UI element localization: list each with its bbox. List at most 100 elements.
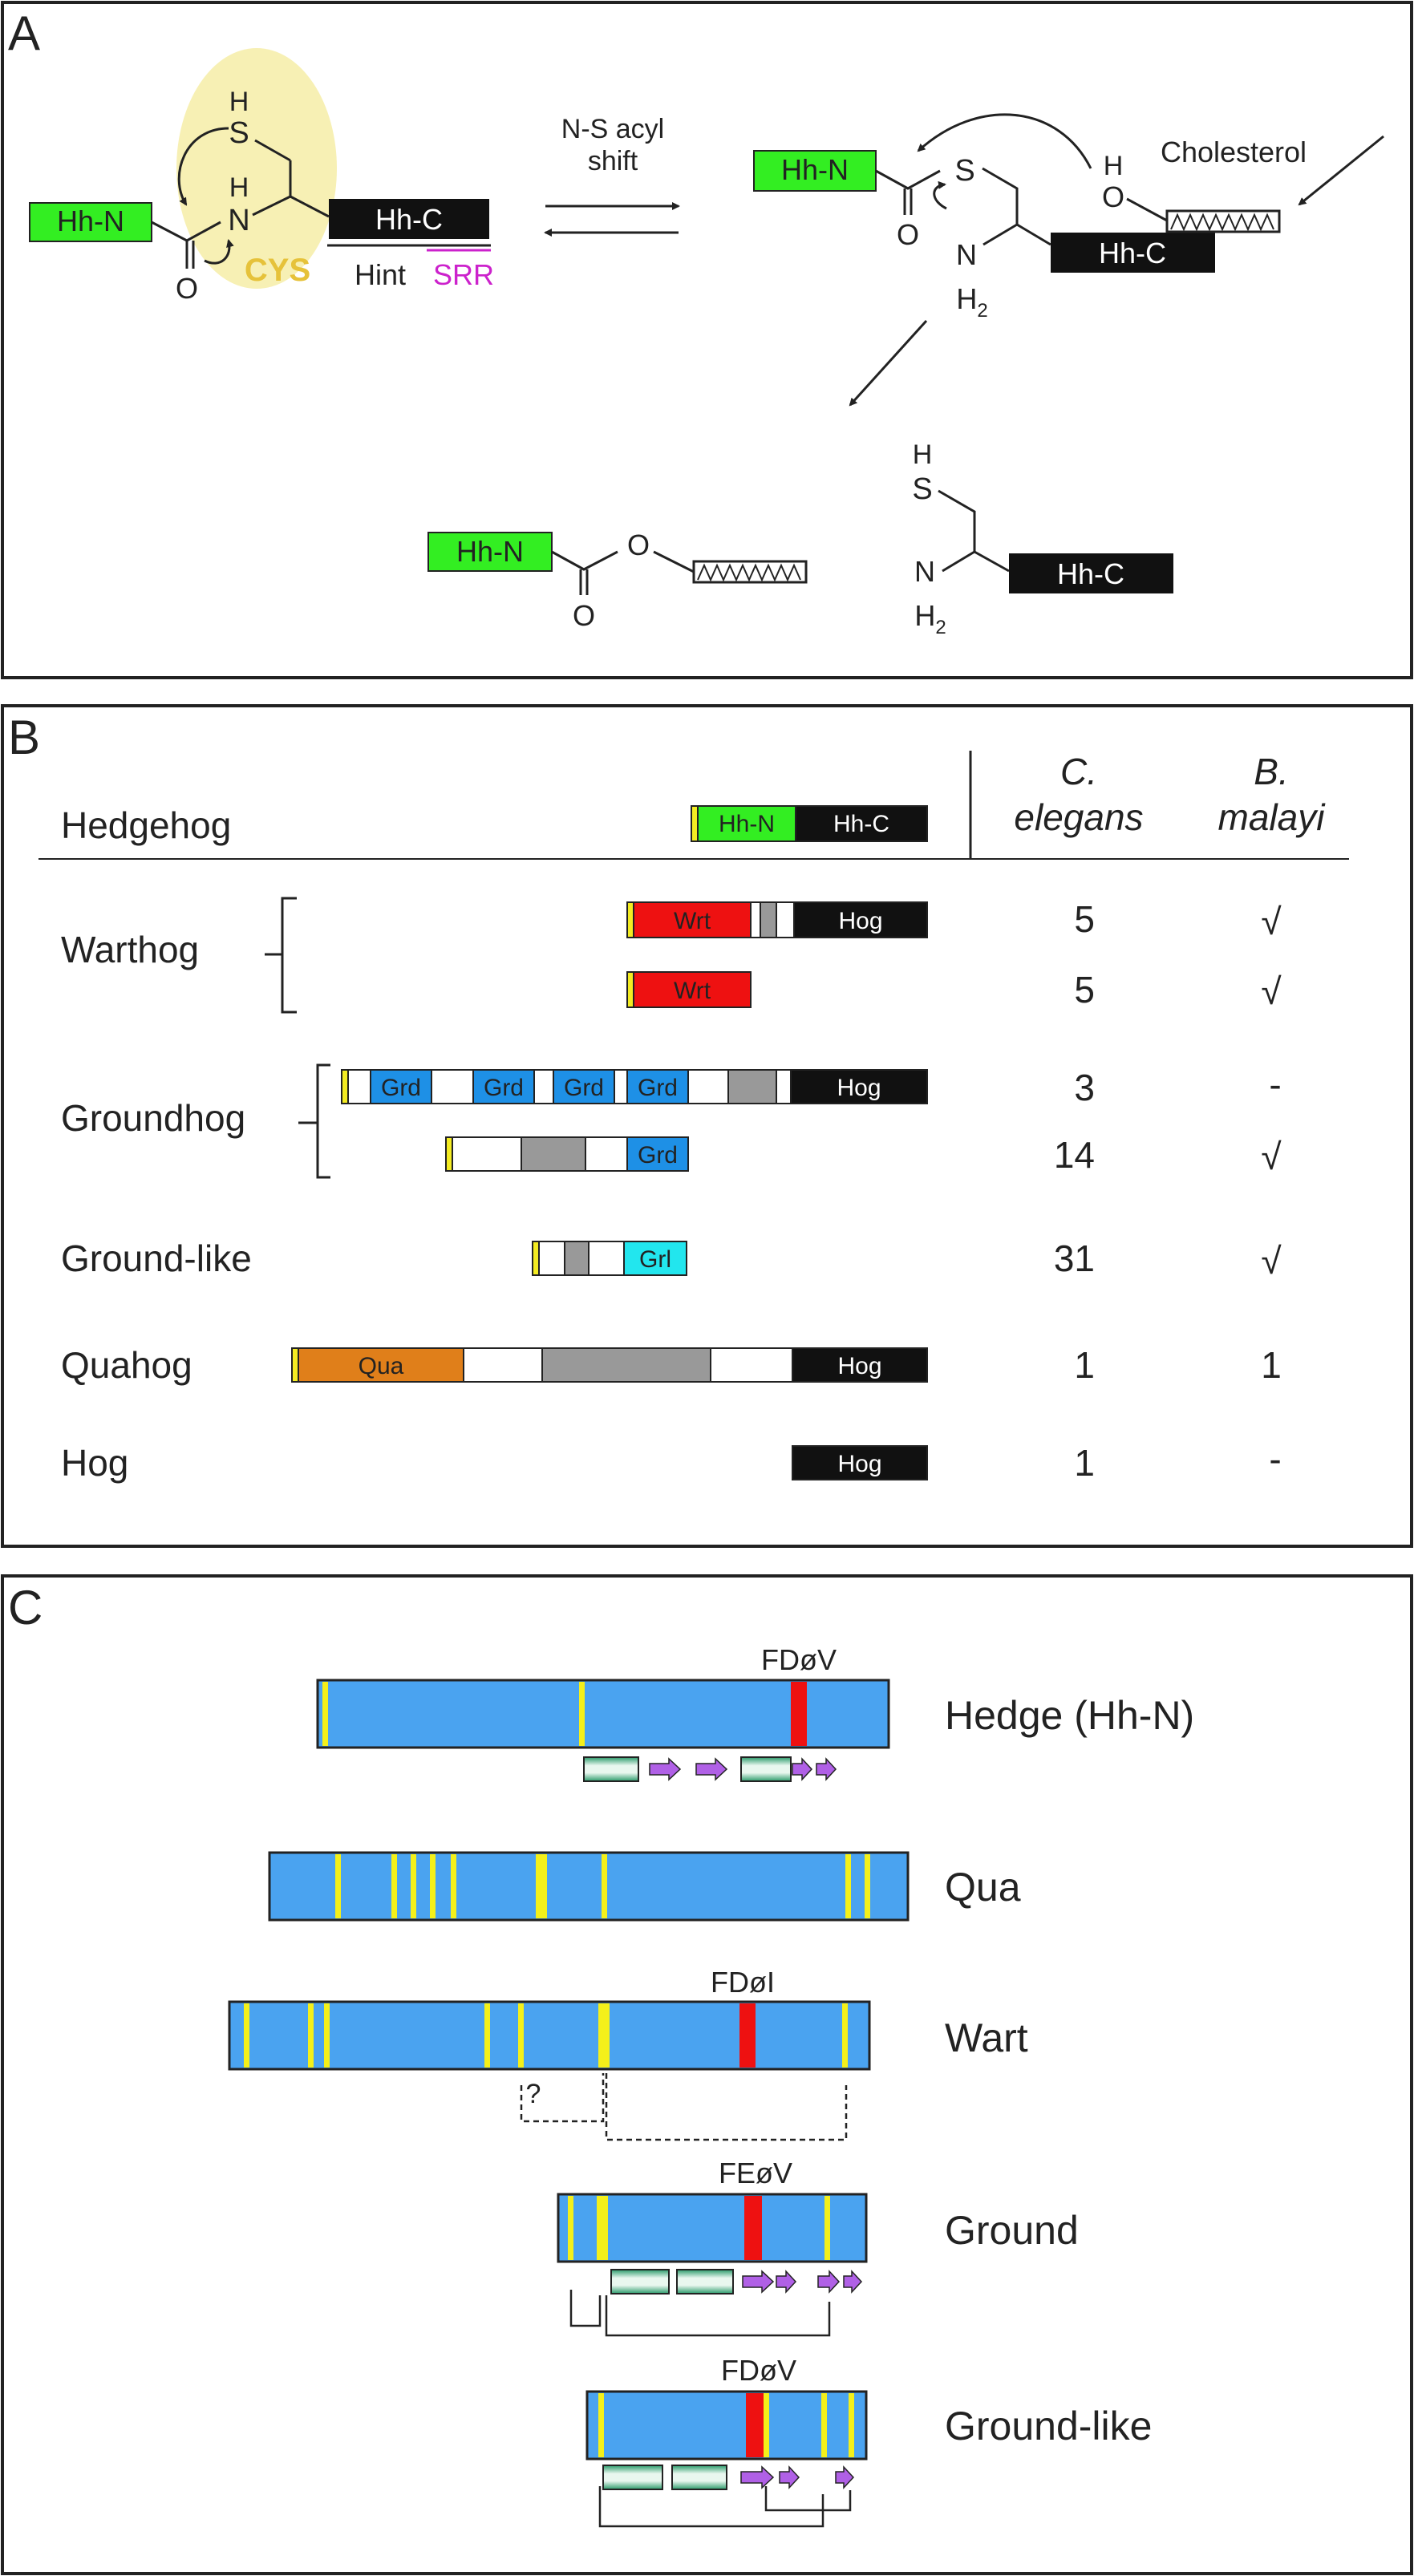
family-hog: Hog xyxy=(61,1442,128,1484)
atom-o-4: O xyxy=(573,599,595,632)
reaction-line-1: N-S acyl xyxy=(561,114,664,144)
count-ce-3: 14 xyxy=(1054,1134,1095,1176)
svg-text:Grd: Grd xyxy=(638,1142,678,1169)
srr-label: SRR xyxy=(433,258,494,291)
atom-o-2: O xyxy=(897,218,919,251)
curved-arrow-3 xyxy=(933,180,947,210)
hh-c-label-1: Hh-C xyxy=(375,203,443,236)
hh-c-box-1 xyxy=(329,199,489,239)
col-header-bm-1: B. xyxy=(1254,751,1288,792)
protein-qua: Qua xyxy=(945,1865,1021,1910)
svg-text:Wrt: Wrt xyxy=(674,978,711,1004)
cys-highlight xyxy=(176,48,337,289)
count-ce-4: 31 xyxy=(1054,1237,1095,1279)
count-ce-5: 1 xyxy=(1074,1344,1095,1386)
hh-c-box-2 xyxy=(1051,233,1215,273)
cholesterol-label: Cholesterol xyxy=(1161,136,1307,168)
svg-text:Grd: Grd xyxy=(638,1075,678,1101)
family-hedgehog: Hedgehog xyxy=(61,804,231,846)
atom-h2-2: H2 xyxy=(956,282,987,322)
cholesterol-shape-2 xyxy=(692,560,808,584)
svg-text:Grd: Grd xyxy=(484,1075,524,1101)
atom-n-4: N xyxy=(914,555,935,588)
atom-h-2: H xyxy=(229,87,249,117)
hh-n-box xyxy=(29,202,152,242)
ground-bar xyxy=(557,2193,868,2263)
atom-h2-4: H2 xyxy=(914,599,946,638)
atom-s-4: S xyxy=(912,472,932,506)
panel-c-letter: C xyxy=(8,1581,43,1634)
protein-hedge: Hedge (Hh-N) xyxy=(945,1693,1194,1738)
motif-hedge: FDøV xyxy=(761,1643,837,1676)
hh-n-label-2: Hh-N xyxy=(781,153,849,186)
panel-c: C FDøV Hedge (Hh-N) xyxy=(1,1574,1413,2575)
cholesterol-shape-1 xyxy=(1165,209,1281,233)
groundhog-arch-1: Grd Grd Grd Grd Hog xyxy=(341,1069,928,1104)
hh-c-label-2: Hh-C xyxy=(1099,237,1166,269)
family-groundlike: Ground-like xyxy=(61,1237,252,1279)
svg-text:Grd: Grd xyxy=(564,1075,604,1101)
atom-o-5: O xyxy=(627,529,650,561)
qua-bar xyxy=(268,1851,910,1922)
hedge-bar xyxy=(316,1679,890,1749)
motif-wart: FDøI xyxy=(711,1966,775,1999)
atom-h-3: H xyxy=(1104,151,1124,181)
curved-arrow-1 xyxy=(177,127,229,206)
svg-text:Qua: Qua xyxy=(359,1353,404,1379)
atom-n-1: N xyxy=(228,204,249,237)
curved-arrow-2 xyxy=(204,239,234,265)
atom-o-1: O xyxy=(176,272,198,305)
panel-b: B C. elegans B. malayi Hedgehog Hh-N Hh-… xyxy=(1,704,1413,1548)
cys-label: CYS xyxy=(245,253,310,288)
hh-c-domain-label: Hh-C xyxy=(833,811,889,837)
hint-label: Hint xyxy=(355,258,406,291)
protein-wart: Wart xyxy=(945,2015,1028,2060)
count-bm-4: √ xyxy=(1261,1240,1282,1282)
atom-s-1: S xyxy=(229,116,249,150)
atom-h-1: H xyxy=(229,172,249,203)
hh-n-label: Hh-N xyxy=(57,205,124,237)
count-bm-3: √ xyxy=(1261,1136,1282,1177)
atom-h-4: H xyxy=(913,439,933,470)
hedge-ss xyxy=(583,1756,837,1782)
hh-c-label-3: Hh-C xyxy=(1057,557,1124,590)
warthog-arch-2: Wrt xyxy=(626,971,752,1008)
panel-c-frame xyxy=(1,1574,1413,2575)
protein-groundlike: Ground-like xyxy=(945,2404,1152,2448)
svg-text:Hog: Hog xyxy=(838,908,882,934)
atom-n-2: N xyxy=(956,238,977,271)
count-ce-0: 5 xyxy=(1074,898,1095,940)
wart-bar xyxy=(228,2000,871,2071)
count-bm-1: √ xyxy=(1261,970,1282,1012)
family-warthog: Warthog xyxy=(61,929,199,970)
hog-arch: Hog xyxy=(792,1445,928,1480)
warthog-arch-1: Wrt Hog xyxy=(626,901,928,938)
hh-n-label-3: Hh-N xyxy=(456,535,524,568)
count-bm-2: - xyxy=(1269,1063,1281,1105)
panel-a-frame xyxy=(1,1,1413,679)
groundlike-bar xyxy=(585,2390,868,2461)
col-header-ce-2: elegans xyxy=(1014,796,1143,838)
motif-ground: FEøV xyxy=(719,2157,792,2189)
family-quahog: Quahog xyxy=(61,1344,192,1386)
curved-arrow-4 xyxy=(917,113,1092,169)
warthog-bracket xyxy=(281,897,297,1014)
hh-c-box-3 xyxy=(1009,553,1173,593)
atom-o-3: O xyxy=(1102,180,1124,213)
panel-a-letter: A xyxy=(8,6,40,60)
protein-ground: Ground xyxy=(945,2208,1079,2253)
hh-c-domain xyxy=(795,805,928,842)
count-ce-1: 5 xyxy=(1074,969,1095,1011)
svg-text:Hog: Hog xyxy=(837,1353,881,1379)
panel-a: A Hh-N O N H S H CYS Hh-C Hint SRR N-S a… xyxy=(1,1,1413,679)
panel-b-letter: B xyxy=(8,711,40,764)
count-ce-2: 3 xyxy=(1074,1067,1095,1108)
panel-b-frame xyxy=(1,704,1413,1548)
count-bm-5: 1 xyxy=(1261,1344,1282,1386)
groundlike-arch: Grl xyxy=(532,1241,687,1276)
svg-text:Grd: Grd xyxy=(381,1075,421,1101)
ground-ss xyxy=(610,2269,863,2295)
hh-n-box-3 xyxy=(427,532,553,572)
quahog-arch: Qua Hog xyxy=(291,1347,928,1383)
